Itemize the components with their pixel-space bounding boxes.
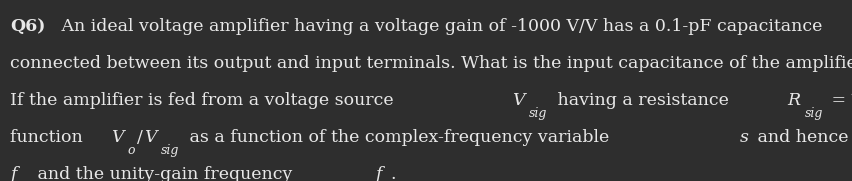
Text: V: V — [512, 92, 524, 109]
Text: R: R — [786, 92, 800, 109]
Text: s: s — [740, 129, 748, 146]
Text: .: . — [389, 166, 395, 181]
Text: V: V — [145, 129, 157, 146]
Text: = 10 kΩ, find the transfer: = 10 kΩ, find the transfer — [827, 92, 852, 109]
Text: function: function — [10, 129, 89, 146]
Text: and the unity-gain frequency: and the unity-gain frequency — [32, 166, 298, 181]
Text: If the amplifier is fed from a voltage source: If the amplifier is fed from a voltage s… — [10, 92, 399, 109]
Text: as a function of the complex-frequency variable: as a function of the complex-frequency v… — [184, 129, 614, 146]
Text: sig: sig — [160, 144, 179, 157]
Text: f: f — [10, 166, 16, 181]
Text: An ideal voltage amplifier having a voltage gain of -1000 V/V has a 0.1-pF capac: An ideal voltage amplifier having a volt… — [56, 18, 821, 35]
Text: Q6): Q6) — [10, 18, 45, 35]
Text: f: f — [375, 166, 382, 181]
Text: V: V — [111, 129, 124, 146]
Text: connected between its output and input terminals. What is the input capacitance : connected between its output and input t… — [10, 55, 852, 72]
Text: o: o — [127, 144, 135, 157]
Text: having a resistance: having a resistance — [551, 92, 734, 109]
Text: and hence the 3-dB frequency: and hence the 3-dB frequency — [751, 129, 852, 146]
Text: /: / — [137, 129, 143, 146]
Text: sig: sig — [528, 107, 546, 120]
Text: sig: sig — [803, 107, 822, 120]
